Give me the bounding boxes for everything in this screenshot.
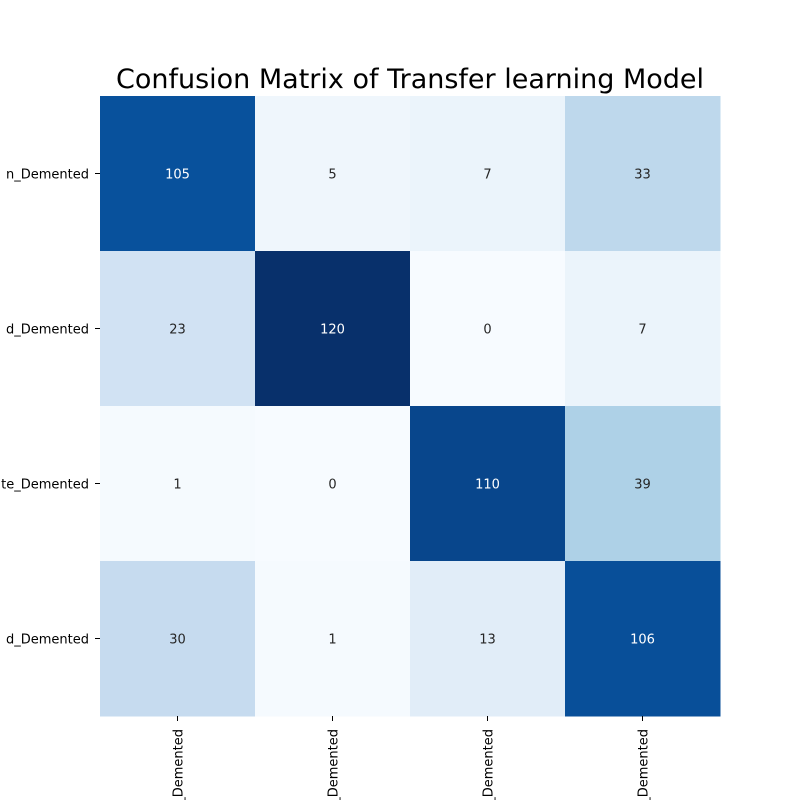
y-tick-label-2: te_Demented bbox=[1, 478, 89, 493]
x-tick-label-3: _Demented bbox=[637, 729, 652, 800]
heatmap-cell-r3-c3 bbox=[565, 561, 721, 717]
cell-value-r2-c3: 39 bbox=[634, 478, 651, 493]
heatmap-cells bbox=[100, 96, 721, 717]
heatmap-cell-labels: 105 5 7 33 23 120 0 7 1 0 110 39 30 1 13 106 bbox=[165, 168, 655, 648]
heatmap-cell-r3-c1 bbox=[255, 561, 411, 717]
cell-value-r1-c1: 120 bbox=[320, 323, 345, 338]
heatmap-cell-r2-c3 bbox=[565, 406, 721, 562]
x-axis: _Demented _Demented _Demented _Demented bbox=[172, 716, 652, 800]
cell-value-r0-c0: 105 bbox=[165, 168, 190, 183]
heatmap-cell-r0-c3 bbox=[565, 96, 721, 252]
y-tick-label-0: n_Demented bbox=[6, 168, 89, 183]
y-tick-label-1: d_Demented bbox=[6, 323, 89, 338]
cell-value-r1-c2: 0 bbox=[483, 323, 491, 338]
heatmap-cell-r2-c2 bbox=[410, 406, 566, 562]
cell-value-r3-c1: 1 bbox=[328, 633, 336, 648]
cell-value-r1-c0: 23 bbox=[169, 323, 186, 338]
heatmap-cell-r2-c1 bbox=[255, 406, 411, 562]
heatmap-cell-r3-c2 bbox=[410, 561, 566, 717]
heatmap-cell-r1-c2 bbox=[410, 251, 566, 407]
x-tick-label-2: _Demented bbox=[482, 729, 497, 800]
cell-value-r2-c0: 1 bbox=[173, 478, 181, 493]
heatmap-cell-r2-c0 bbox=[100, 406, 256, 562]
heatmap-cell-r0-c0 bbox=[100, 96, 256, 252]
cell-value-r0-c3: 33 bbox=[634, 168, 651, 183]
heatmap-cell-r3-c0 bbox=[100, 561, 256, 717]
x-tick-label-0: _Demented bbox=[172, 729, 187, 800]
heatmap-cell-r1-c1 bbox=[255, 251, 411, 407]
cell-value-r2-c1: 0 bbox=[328, 478, 336, 493]
y-axis: n_Demented d_Demented te_Demented d_Demente… bbox=[1, 168, 100, 648]
cell-value-r0-c2: 7 bbox=[483, 168, 491, 183]
cell-value-r1-c3: 7 bbox=[638, 323, 646, 338]
chart-title: Confusion Matrix of Transfer learning Mo… bbox=[116, 64, 704, 95]
heatmap-cell-r1-c0 bbox=[100, 251, 256, 407]
cell-value-r3-c2: 13 bbox=[479, 633, 496, 648]
heatmap-cell-r0-c1 bbox=[255, 96, 411, 252]
y-tick-label-3: d_Demented bbox=[6, 633, 89, 648]
cell-value-r3-c3: 106 bbox=[630, 633, 655, 648]
heatmap-cell-r1-c3 bbox=[565, 251, 721, 407]
cell-value-r2-c2: 110 bbox=[475, 478, 500, 493]
x-tick-label-1: _Demented bbox=[327, 729, 342, 800]
cell-value-r3-c0: 30 bbox=[169, 633, 186, 648]
heatmap-cell-r0-c2 bbox=[410, 96, 566, 252]
cell-value-r0-c1: 5 bbox=[328, 168, 336, 183]
